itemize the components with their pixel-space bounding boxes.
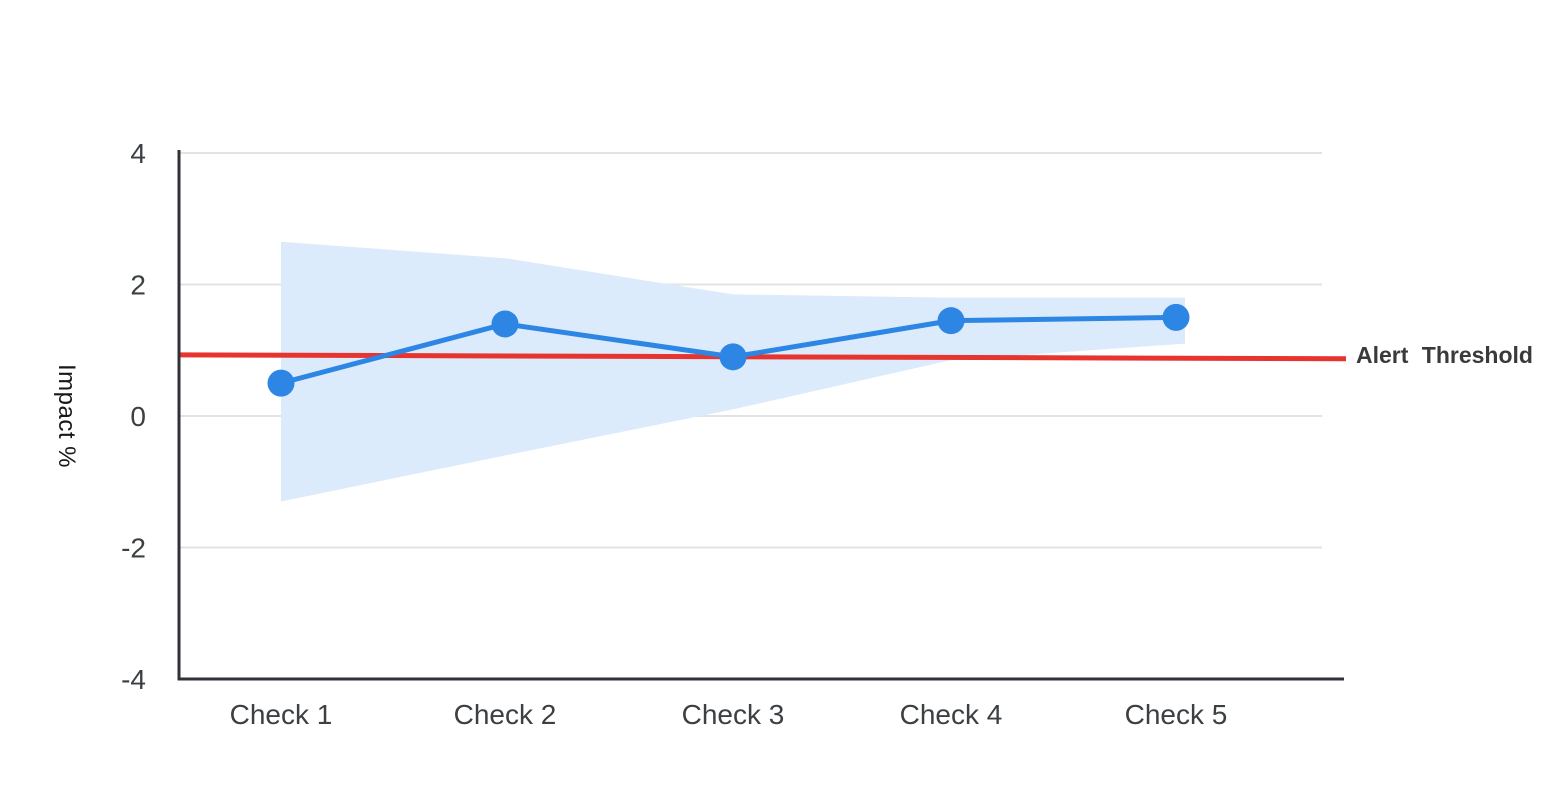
- y-tick-label: 0: [130, 401, 146, 432]
- x-tick-label: Check 4: [900, 699, 1003, 730]
- data-point-check-4: [937, 307, 965, 335]
- x-tick-label: Check 1: [230, 699, 333, 730]
- data-point-check-1: [267, 369, 295, 397]
- y-tick-label: 4: [130, 138, 146, 169]
- y-tick-label: -2: [121, 533, 146, 564]
- x-tick-label: Check 2: [454, 699, 557, 730]
- x-tick-label: Check 3: [682, 699, 785, 730]
- data-point-check-5: [1162, 303, 1190, 331]
- data-point-check-2: [491, 310, 519, 338]
- confidence-band: [281, 241, 1185, 502]
- y-axis-title: Impact %: [53, 363, 80, 469]
- threshold-line: [178, 352, 1347, 362]
- threshold-label: Alert Threshold: [1356, 342, 1533, 368]
- y-tick-label: -4: [121, 664, 146, 695]
- data-point-check-3: [719, 343, 747, 371]
- x-tick-label: Check 5: [1125, 699, 1228, 730]
- y-tick-label: 2: [130, 270, 146, 301]
